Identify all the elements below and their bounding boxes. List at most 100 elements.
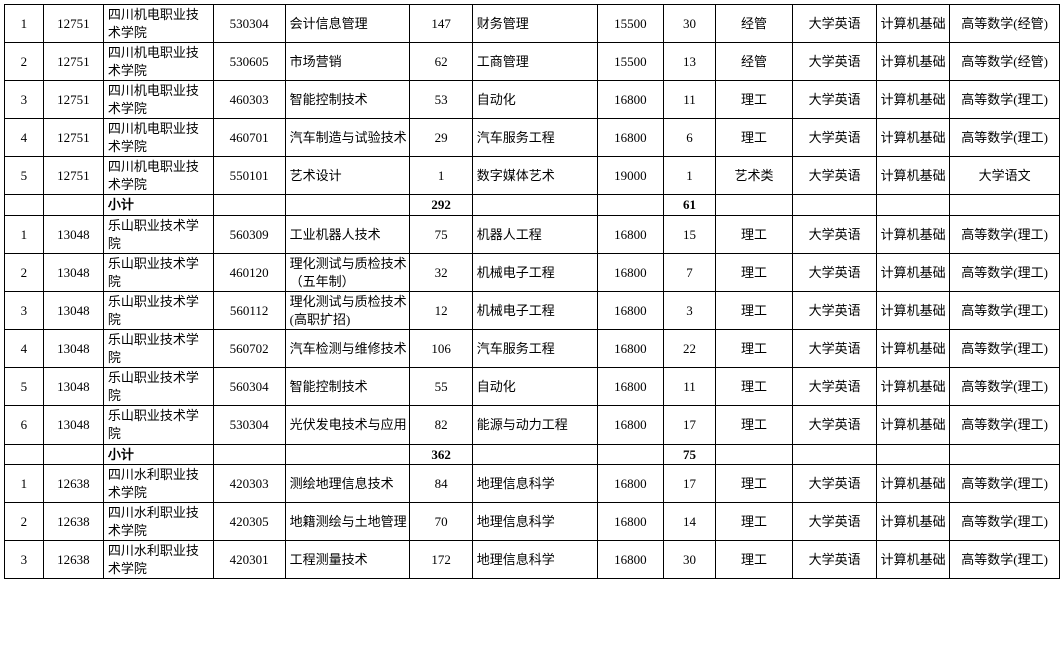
cell: 16800 [597,292,664,330]
cell: 82 [410,406,472,444]
cell [715,195,792,216]
cell: 乐山职业技术学院 [103,368,213,406]
cell: 会计信息管理 [285,5,410,43]
cell: 大学英语 [793,5,877,43]
cell: 艺术类 [715,157,792,195]
cell: 高等数学(经管) [950,43,1060,81]
cell: 汽车制造与试验技术 [285,119,410,157]
cell: 高等数学(理工) [950,216,1060,254]
cell: 61 [664,195,716,216]
cell: 小计 [103,195,213,216]
table-row: 513048乐山职业技术学院560304智能控制技术55自动化1680011理工… [5,368,1060,406]
cell: 22 [664,330,716,368]
cell: 经管 [715,5,792,43]
table-row: 213048乐山职业技术学院460120理化测试与质检技术（五年制）32机械电子… [5,254,1060,292]
cell: 4 [5,119,44,157]
cell: 大学英语 [793,292,877,330]
cell: 计算机基础 [877,368,950,406]
cell: 乐山职业技术学院 [103,292,213,330]
cell: 汽车服务工程 [472,119,597,157]
cell: 292 [410,195,472,216]
cell: 大学英语 [793,216,877,254]
cell: 理化测试与质检技术(高职扩招) [285,292,410,330]
cell [43,195,103,216]
cell: 四川水利职业技术学院 [103,465,213,503]
cell: 12751 [43,119,103,157]
subtotal-row: 小计36275 [5,444,1060,465]
cell [793,195,877,216]
cell: 大学英语 [793,503,877,541]
cell: 计算机基础 [877,406,950,444]
cell [213,195,285,216]
table-row: 212751四川机电职业技术学院530605市场营销62工商管理1550013经… [5,43,1060,81]
cell: 12638 [43,541,103,579]
cell: 1 [664,157,716,195]
cell: 13048 [43,368,103,406]
cell: 32 [410,254,472,292]
cell [715,444,792,465]
cell: 5 [5,157,44,195]
cell [5,195,44,216]
cell: 11 [664,368,716,406]
cell [472,195,597,216]
cell: 13 [664,43,716,81]
cell: 地籍测绘与土地管理 [285,503,410,541]
table-row: 412751四川机电职业技术学院460701汽车制造与试验技术29汽车服务工程1… [5,119,1060,157]
cell: 460303 [213,81,285,119]
cell: 13048 [43,330,103,368]
cell [793,444,877,465]
cell: 高等数学(理工) [950,503,1060,541]
table-row: 512751四川机电职业技术学院550101艺术设计1数字媒体艺术190001艺… [5,157,1060,195]
cell: 乐山职业技术学院 [103,330,213,368]
table-row: 613048乐山职业技术学院530304光伏发电技术与应用82能源与动力工程16… [5,406,1060,444]
cell: 3 [5,81,44,119]
cell: 3 [664,292,716,330]
cell: 29 [410,119,472,157]
cell: 13048 [43,216,103,254]
cell: 70 [410,503,472,541]
cell: 理工 [715,465,792,503]
cell: 高等数学(理工) [950,292,1060,330]
cell: 计算机基础 [877,157,950,195]
table-row: 112638四川水利职业技术学院420303测绘地理信息技术84地理信息科学16… [5,465,1060,503]
table-row: 312638四川水利职业技术学院420301工程测量技术172地理信息科学168… [5,541,1060,579]
cell: 四川机电职业技术学院 [103,157,213,195]
cell: 3 [5,292,44,330]
cell: 计算机基础 [877,330,950,368]
cell: 12638 [43,503,103,541]
cell: 420301 [213,541,285,579]
cell [213,444,285,465]
cell: 计算机基础 [877,541,950,579]
cell: 16800 [597,368,664,406]
cell: 560112 [213,292,285,330]
cell [285,195,410,216]
cell: 理工 [715,503,792,541]
cell: 四川机电职业技术学院 [103,43,213,81]
cell: 15500 [597,43,664,81]
cell: 460701 [213,119,285,157]
cell: 理工 [715,119,792,157]
cell: 高等数学(理工) [950,81,1060,119]
cell: 大学英语 [793,43,877,81]
cell: 大学英语 [793,406,877,444]
cell: 1 [5,216,44,254]
cell: 乐山职业技术学院 [103,216,213,254]
cell: 测绘地理信息技术 [285,465,410,503]
cell: 6 [664,119,716,157]
cell: 420303 [213,465,285,503]
cell: 1 [410,157,472,195]
cell: 高等数学(理工) [950,406,1060,444]
cell: 12638 [43,465,103,503]
cell: 7 [664,254,716,292]
cell: 大学英语 [793,119,877,157]
cell: 530605 [213,43,285,81]
cell: 高等数学(经管) [950,5,1060,43]
cell: 17 [664,406,716,444]
cell: 地理信息科学 [472,465,597,503]
cell: 计算机基础 [877,5,950,43]
cell: 17 [664,465,716,503]
cell: 工程测量技术 [285,541,410,579]
cell: 16800 [597,503,664,541]
cell: 自动化 [472,368,597,406]
cell: 智能控制技术 [285,81,410,119]
